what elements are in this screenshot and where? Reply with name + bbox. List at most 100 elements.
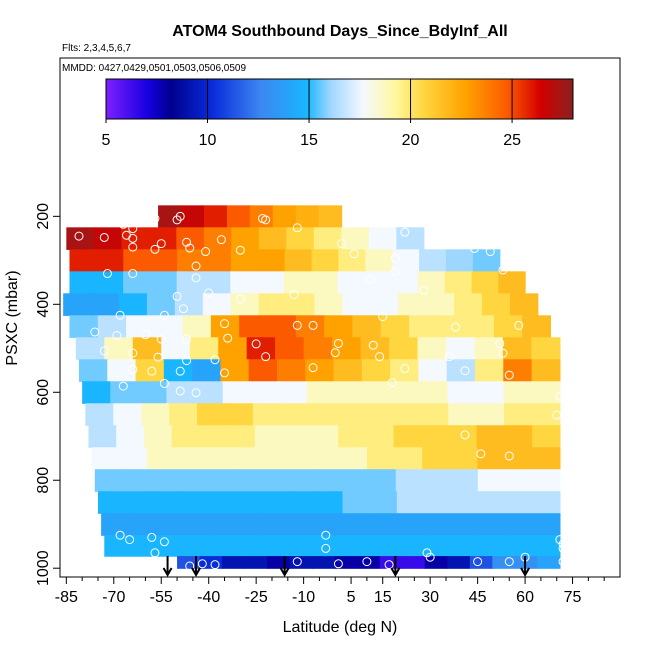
sample-point [457, 239, 467, 249]
heatmap-cell [230, 271, 258, 294]
descent-arrows [162, 556, 530, 578]
heatmap-cell [184, 535, 213, 557]
colorbar-tick-label: 25 [503, 132, 521, 149]
sample-point [128, 348, 138, 358]
heatmap-cell [189, 337, 219, 360]
heatmap-cell [194, 381, 224, 404]
heatmap-cell [313, 469, 342, 492]
heatmap-cell [150, 249, 178, 272]
sample-point [150, 548, 160, 558]
heatmap-cell [393, 425, 422, 448]
heatmap-cell [312, 556, 336, 569]
heatmap-cell [131, 535, 159, 557]
sample-point [400, 227, 410, 237]
descent-arrow [162, 556, 173, 578]
sample-point [365, 275, 375, 285]
sample-point [450, 322, 460, 332]
heatmap-cell [166, 381, 196, 404]
sample-point [172, 215, 182, 225]
x-tick-label: 15 [374, 589, 392, 606]
heatmap-cell [533, 535, 561, 557]
heatmap-cell [230, 249, 259, 272]
heatmap-cell [211, 535, 239, 557]
heatmap-cell [532, 425, 561, 448]
sample-point [182, 334, 192, 344]
descent-arrow [520, 556, 530, 578]
heatmap-cell [314, 293, 343, 316]
heatmap-cell [345, 535, 373, 557]
arrow-head [191, 567, 201, 578]
sample-point [147, 557, 157, 567]
sample-point [444, 352, 454, 362]
heatmap-cell [161, 337, 191, 360]
heatmap-cell [69, 315, 99, 338]
x-tick-label: 75 [564, 589, 582, 606]
sample-point [118, 381, 128, 391]
heatmap-cell [324, 315, 353, 338]
heatmap-cell [364, 403, 393, 426]
heatmap-cell [419, 249, 447, 272]
heatmap-cell [370, 513, 399, 536]
heatmap-cell [303, 337, 333, 360]
sample-point [308, 363, 318, 373]
heatmap-cell [104, 535, 132, 557]
sample-point [473, 557, 483, 567]
heatmap-cell [252, 403, 282, 426]
sample-point [330, 348, 340, 358]
sample-point [147, 366, 157, 376]
heatmap-cell [394, 447, 423, 470]
heatmap-cell [450, 469, 479, 492]
heatmap-cell [158, 205, 182, 228]
sample-point [558, 539, 568, 549]
heatmap-cell [452, 535, 481, 557]
colorbar-bar [105, 78, 574, 120]
sample-point [182, 237, 192, 247]
heatmap-cell [532, 513, 561, 536]
heatmap-cell [258, 293, 288, 316]
heatmap-cell [465, 315, 495, 338]
colorbar-tick-label: 5 [102, 132, 111, 149]
heatmap-cell [318, 535, 347, 557]
heatmap-cell [504, 403, 533, 426]
heatmap-cell [176, 271, 205, 294]
x-tick-label: 5 [347, 589, 356, 606]
sample-point [292, 320, 302, 330]
sample-point [495, 338, 505, 348]
heatmap-cell [155, 513, 183, 536]
heatmap-cell [420, 403, 449, 426]
heatmap-cell [104, 337, 134, 360]
heatmap-cell [174, 447, 203, 470]
heatmap-cell [532, 469, 561, 492]
heatmap-cell [169, 403, 198, 426]
sample-point [390, 254, 400, 264]
heatmap-cell [493, 315, 523, 338]
heatmap-cell [88, 425, 117, 448]
heatmap-cell [265, 535, 293, 557]
heatmap-cell [82, 381, 111, 404]
heatmap-cell [66, 227, 95, 250]
sample-point [349, 249, 359, 259]
sample-point [159, 378, 169, 388]
sample-point [156, 239, 166, 249]
heatmap-cell [338, 249, 366, 272]
sample-point [150, 214, 160, 224]
heatmap-cell [96, 271, 124, 294]
sample-point [115, 530, 125, 540]
sample-point [378, 312, 388, 322]
heatmap-cell [284, 447, 313, 470]
heatmap-cell [478, 491, 507, 514]
sample-point [175, 366, 185, 376]
heatmap-cell [146, 293, 176, 316]
colorbar: 5 10 15 20 25 [102, 78, 574, 149]
sample-point [292, 223, 302, 233]
sample-point [118, 219, 128, 229]
heatmap-cell [396, 491, 425, 514]
heatmap-cell [311, 249, 340, 272]
heatmap-cell [122, 469, 151, 492]
sample-point [128, 233, 138, 243]
x-tick-label: -70 [102, 589, 125, 606]
x-axis-label: Latitude (deg N) [283, 619, 398, 636]
heatmap-cell [94, 469, 123, 492]
descent-arrow [279, 556, 290, 578]
heatmap-cell [220, 359, 250, 382]
